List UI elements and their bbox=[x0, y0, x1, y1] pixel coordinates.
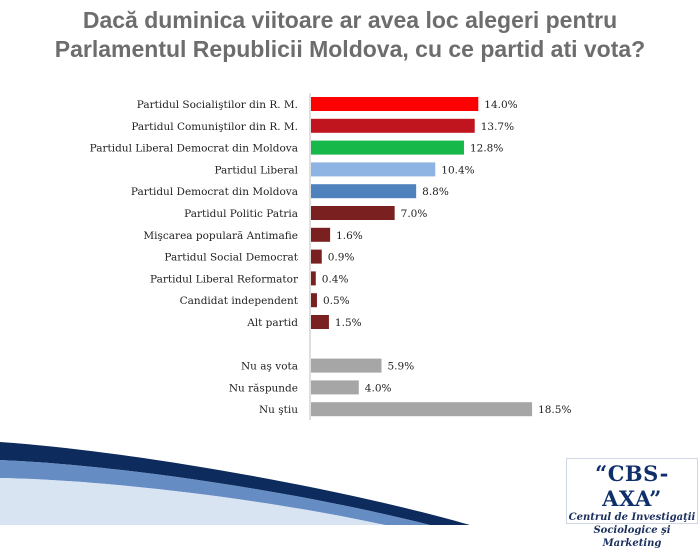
category-label: Nu aş vota bbox=[241, 361, 298, 373]
bar-chart: Partidul Socialiştilor din R. M. 14.0% Par… bbox=[90, 93, 571, 421]
category-label: Mişcarea populară Antimafie bbox=[143, 230, 298, 242]
bar bbox=[311, 118, 475, 133]
category-label: Partidul Democrat din Moldova bbox=[131, 186, 298, 198]
value-label: 7.0% bbox=[401, 208, 428, 220]
category-label: Nu ştiu bbox=[259, 404, 298, 416]
category-label: Alt partid bbox=[246, 317, 298, 329]
bar bbox=[311, 358, 382, 373]
bar bbox=[311, 315, 329, 329]
bar bbox=[311, 184, 417, 199]
title-line-1: Dacă duminica viitoare ar avea loc alege… bbox=[82, 7, 618, 33]
category-label: Partidul Liberal Reformator bbox=[150, 273, 299, 285]
value-label: 14.0% bbox=[484, 99, 517, 111]
bar bbox=[311, 206, 395, 220]
value-label: 10.4% bbox=[441, 164, 474, 176]
category-label: Partidul Liberal bbox=[214, 164, 298, 176]
bar bbox=[311, 140, 464, 155]
value-label: 5.9% bbox=[388, 361, 415, 373]
bar bbox=[311, 380, 359, 395]
value-label: 13.7% bbox=[481, 121, 514, 133]
category-label: Partidul Social Democrat bbox=[164, 252, 298, 264]
category-label: Candidat independent bbox=[180, 295, 299, 307]
cbs-axa-logo: “CBS-AXA” Centrul de Investigaţii Sociol… bbox=[566, 458, 698, 549]
logo-name: “CBS-AXA” bbox=[595, 461, 669, 511]
value-label: 1.6% bbox=[336, 230, 363, 242]
bar bbox=[311, 271, 316, 286]
category-label: Nu răspunde bbox=[229, 382, 298, 394]
value-label: 4.0% bbox=[365, 382, 392, 394]
value-label: 18.5% bbox=[538, 404, 571, 416]
bar bbox=[311, 162, 436, 177]
value-label: 0.4% bbox=[322, 273, 349, 285]
category-label: Partidul Socialiştilor din R. M. bbox=[137, 99, 298, 111]
bar bbox=[311, 293, 317, 308]
logo-subtitle-2: Sociologice şi Marketing bbox=[593, 525, 671, 549]
category-label: Partidul Liberal Democrat din Moldova bbox=[90, 143, 298, 155]
value-label: 12.8% bbox=[470, 143, 503, 155]
logo-subtitle-1: Centrul de Investigaţii bbox=[568, 512, 696, 523]
title-line-2: Parlamentul Republicii Moldova, cu ce pa… bbox=[54, 36, 646, 62]
bar bbox=[311, 97, 479, 111]
bar bbox=[311, 227, 331, 242]
value-label: 1.5% bbox=[335, 317, 362, 329]
category-label: Partidul Comuniştilor din R. M. bbox=[131, 121, 298, 133]
value-label: 0.5% bbox=[323, 295, 350, 307]
bar bbox=[311, 249, 322, 264]
chart-title: Dacă duminica viitoare ar avea loc alege… bbox=[0, 6, 700, 64]
value-label: 8.8% bbox=[422, 186, 449, 198]
bar bbox=[311, 402, 533, 417]
value-label: 0.9% bbox=[328, 252, 355, 264]
decorative-swoosh bbox=[0, 442, 470, 525]
category-label: Partidul Politic Patria bbox=[184, 208, 298, 220]
